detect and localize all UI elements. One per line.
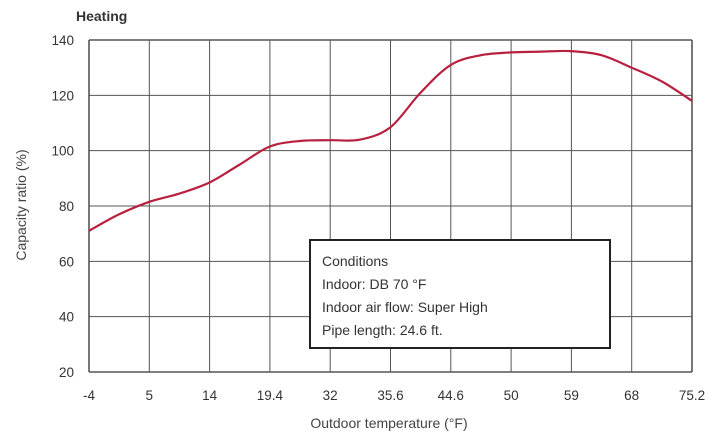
y-tick-label: 100 [51, 144, 74, 159]
conditions-line-4: Pipe length: 24.6 ft. [322, 322, 443, 338]
y-tick-labels: 20 40 60 80 100 120 140 [51, 33, 74, 380]
x-tick-label: 14 [202, 388, 218, 403]
x-tick-label: 32 [323, 388, 338, 403]
x-tick-label: 75.2 [679, 388, 705, 403]
conditions-line-3: Indoor air flow: Super High [322, 299, 488, 315]
x-tick-label: 44.6 [438, 388, 464, 403]
y-tick-label: 40 [59, 310, 74, 325]
conditions-line-2: Indoor: DB 70 °F [322, 276, 426, 292]
y-tick-label: 120 [51, 88, 74, 103]
x-tick-label: 35.6 [377, 388, 403, 403]
x-tick-label: 59 [564, 388, 579, 403]
conditions-box: Conditions Indoor: DB 70 °F Indoor air f… [309, 239, 611, 349]
series-line [88, 49, 693, 232]
x-tick-label: 19.4 [257, 388, 284, 403]
x-axis-label: Outdoor temperature (°F) [310, 415, 467, 431]
chart-title: Heating [76, 8, 127, 24]
y-axis-label: Capacity ratio (%) [13, 149, 29, 260]
x-tick-label: 50 [504, 388, 519, 403]
y-tick-label: 80 [59, 199, 74, 214]
x-tick-label: -4 [83, 388, 95, 403]
conditions-line-1: Conditions [322, 253, 388, 269]
y-tick-label: 20 [59, 365, 74, 380]
x-tick-label: 5 [146, 388, 154, 403]
x-tick-label: 68 [624, 388, 639, 403]
y-tick-label: 60 [59, 254, 74, 269]
conditions-box-frame [309, 239, 611, 349]
x-tick-labels: -4 5 14 19.4 32 35.6 44.6 50 59 68 75.2 [83, 388, 705, 403]
y-tick-label: 140 [51, 33, 74, 48]
